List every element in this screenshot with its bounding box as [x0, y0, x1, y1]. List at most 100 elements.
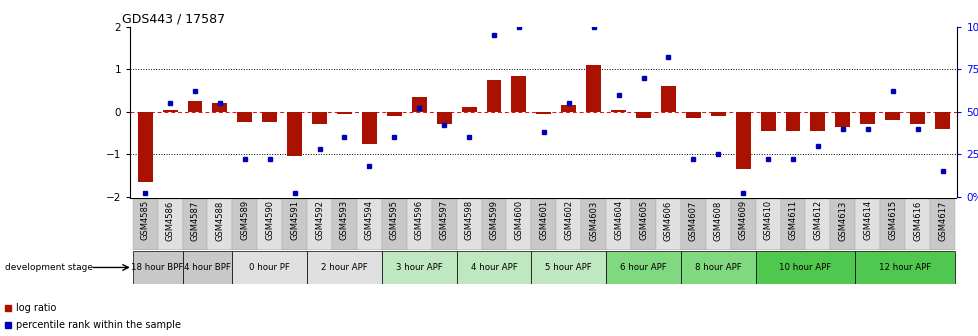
Bar	[456, 198, 481, 250]
Bar	[760, 112, 775, 131]
Text: GSM4590: GSM4590	[265, 200, 274, 240]
Bar	[660, 86, 675, 112]
Text: 4 hour BPF: 4 hour BPF	[184, 263, 231, 272]
Text: GSM4587: GSM4587	[191, 200, 200, 241]
Text: GSM4613: GSM4613	[837, 200, 847, 241]
Text: GSM4600: GSM4600	[513, 200, 523, 241]
Bar	[680, 251, 755, 284]
Text: GSM4599: GSM4599	[489, 200, 498, 240]
Bar	[934, 112, 949, 129]
Text: GSM4602: GSM4602	[563, 200, 573, 241]
Bar	[307, 198, 332, 250]
Bar	[884, 112, 899, 120]
Bar	[734, 112, 750, 169]
Bar	[407, 198, 431, 250]
Bar	[705, 198, 730, 250]
Bar	[287, 112, 302, 156]
Bar	[237, 112, 252, 122]
Text: GSM4612: GSM4612	[813, 200, 822, 241]
Text: GSM4598: GSM4598	[465, 200, 473, 241]
Bar	[655, 198, 680, 250]
Text: GSM4604: GSM4604	[613, 200, 622, 241]
Text: percentile rank within the sample: percentile rank within the sample	[16, 320, 181, 330]
Bar	[581, 198, 605, 250]
Bar	[610, 110, 625, 112]
Text: GSM4610: GSM4610	[763, 200, 772, 241]
Text: GDS443 / 17587: GDS443 / 17587	[122, 13, 225, 26]
Bar	[232, 198, 257, 250]
Bar	[386, 112, 401, 116]
Bar	[556, 198, 581, 250]
Bar	[710, 112, 725, 116]
Bar	[307, 251, 381, 284]
Text: GSM4601: GSM4601	[539, 200, 548, 241]
Bar	[381, 251, 456, 284]
Bar	[188, 101, 202, 112]
Text: GSM4597: GSM4597	[439, 200, 448, 241]
Bar	[636, 112, 650, 118]
Text: GSM4605: GSM4605	[639, 200, 647, 241]
Bar	[207, 198, 232, 250]
Bar	[855, 198, 879, 250]
Bar	[860, 112, 874, 124]
Bar	[133, 251, 182, 284]
Bar	[182, 198, 207, 250]
Text: 5 hour APF: 5 hour APF	[545, 263, 592, 272]
Text: GSM4585: GSM4585	[141, 200, 150, 241]
Bar	[257, 198, 282, 250]
Bar	[910, 112, 924, 124]
Bar	[730, 198, 755, 250]
Bar	[779, 198, 805, 250]
Text: GSM4596: GSM4596	[415, 200, 423, 241]
Bar	[312, 112, 327, 124]
Text: GSM4595: GSM4595	[389, 200, 398, 240]
Text: 6 hour APF: 6 hour APF	[619, 263, 666, 272]
Bar	[157, 198, 182, 250]
Bar	[357, 198, 381, 250]
Bar	[182, 251, 232, 284]
Bar	[784, 112, 800, 131]
Bar	[212, 103, 227, 112]
Bar	[929, 198, 954, 250]
Bar	[133, 198, 157, 250]
Text: 12 hour APF: 12 hour APF	[878, 263, 930, 272]
Text: GSM4617: GSM4617	[937, 200, 946, 241]
Bar	[855, 251, 954, 284]
Bar	[805, 198, 829, 250]
Text: GSM4614: GSM4614	[863, 200, 871, 241]
Bar	[586, 65, 600, 112]
Text: GSM4608: GSM4608	[713, 200, 722, 241]
Bar	[381, 198, 407, 250]
Bar	[905, 198, 929, 250]
Text: GSM4616: GSM4616	[912, 200, 921, 241]
Bar	[138, 112, 153, 182]
Bar	[511, 76, 526, 112]
Bar	[282, 198, 307, 250]
Text: 3 hour APF: 3 hour APF	[395, 263, 442, 272]
Bar	[232, 251, 307, 284]
Bar	[834, 112, 850, 127]
Bar	[631, 198, 655, 250]
Bar	[486, 80, 501, 112]
Bar	[605, 251, 680, 284]
Bar	[481, 198, 506, 250]
Bar	[332, 198, 357, 250]
Bar	[431, 198, 456, 250]
Text: GSM4594: GSM4594	[365, 200, 374, 240]
Text: 0 hour PF: 0 hour PF	[249, 263, 289, 272]
Text: GSM4611: GSM4611	[787, 200, 797, 241]
Bar	[686, 112, 700, 118]
Bar	[536, 112, 551, 114]
Text: GSM4607: GSM4607	[689, 200, 697, 241]
Bar	[436, 112, 451, 124]
Bar	[162, 110, 177, 112]
Text: GSM4589: GSM4589	[240, 200, 249, 241]
Bar	[810, 112, 824, 131]
Bar	[506, 198, 531, 250]
Text: 2 hour APF: 2 hour APF	[321, 263, 368, 272]
Text: 10 hour APF: 10 hour APF	[778, 263, 830, 272]
Text: GSM4588: GSM4588	[215, 200, 224, 241]
Bar	[531, 251, 605, 284]
Bar	[412, 97, 426, 112]
Text: GSM4586: GSM4586	[165, 200, 174, 241]
